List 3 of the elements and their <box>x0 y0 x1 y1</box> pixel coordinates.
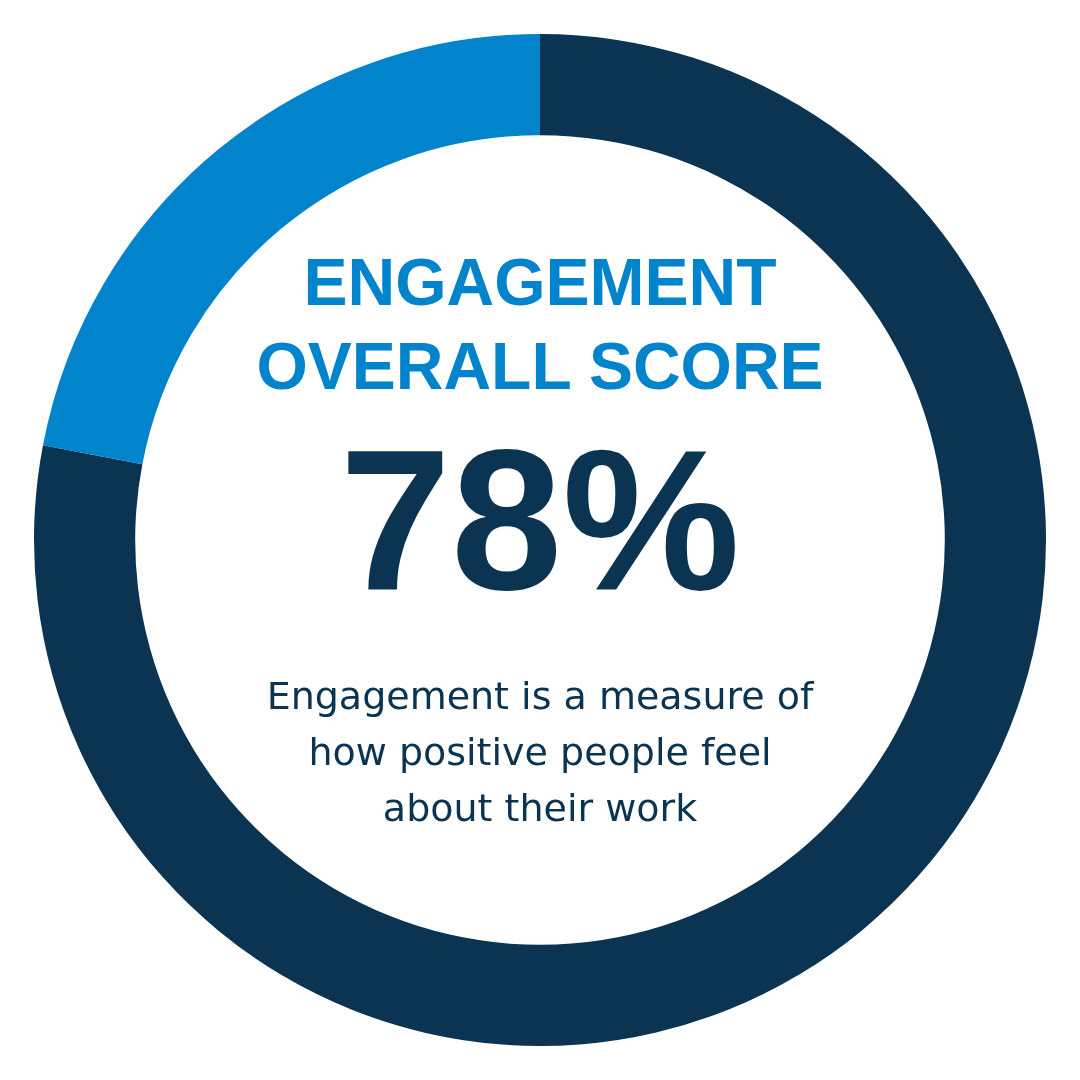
text: ENGAGEMENT OVERALL SCORE <box>255 244 825 405</box>
text: Engagement is a measure of how positive people feel about their work <box>265 673 815 832</box>
data-label: 78% <box>338 408 742 631</box>
